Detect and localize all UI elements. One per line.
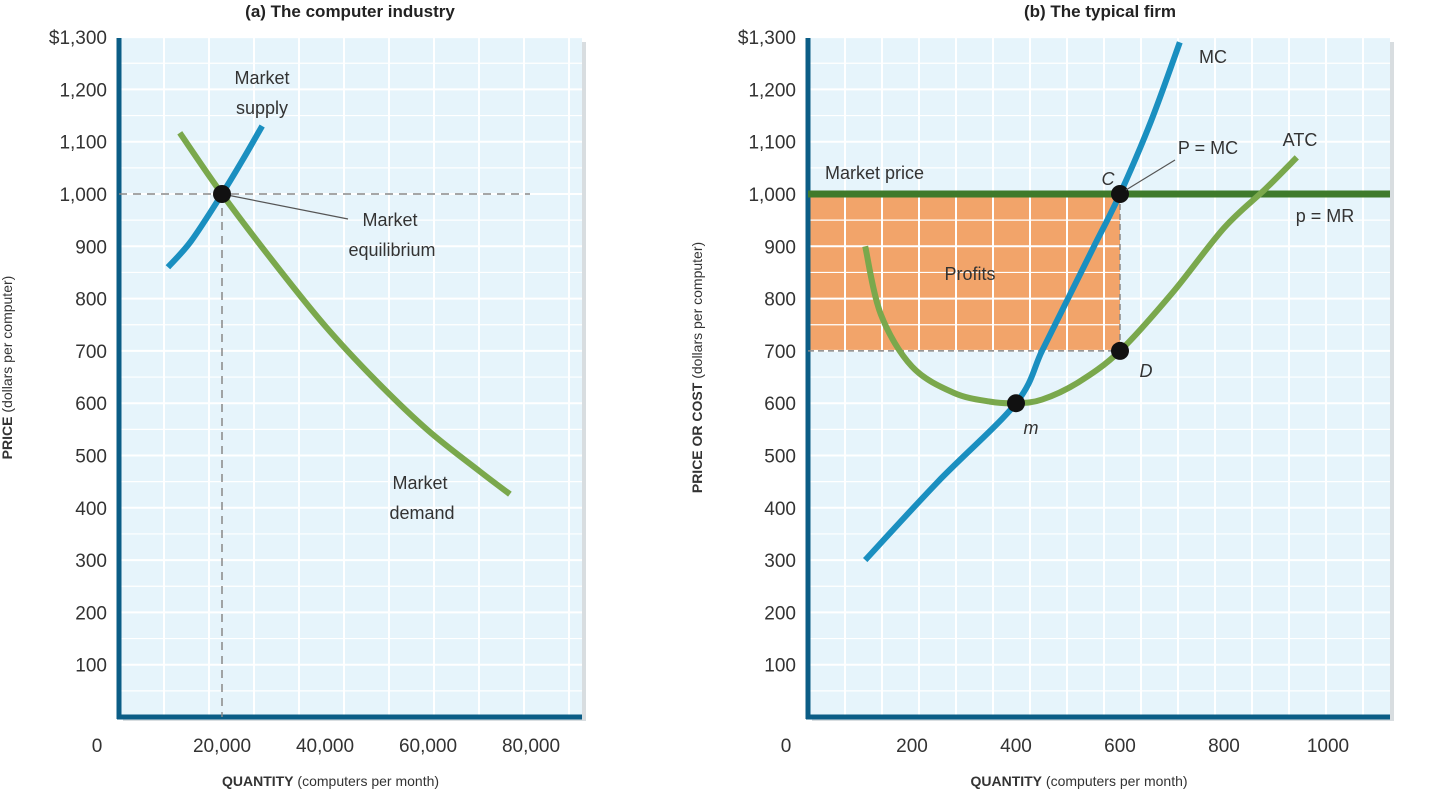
- atc-label: ATC: [1283, 130, 1318, 150]
- mc-label: MC: [1199, 47, 1227, 67]
- point-m-label: m: [1024, 418, 1039, 438]
- x-tick-label: 0: [781, 736, 792, 757]
- y-axis-label-rest: (dollars per computer): [689, 242, 705, 383]
- market-price-label: Market price: [825, 163, 924, 183]
- y-axis-label: PRICE OR COST (dollars per computer): [689, 242, 705, 493]
- y-tick-label: 200: [75, 603, 107, 624]
- x-tick-label: 600: [1104, 736, 1136, 757]
- x-tick-label: 80,000: [502, 736, 560, 757]
- y-tick-label: $1,300: [738, 28, 796, 49]
- x-tick-label: 20,000: [193, 736, 251, 757]
- x-tick-label: 40,000: [296, 736, 354, 757]
- panel-b: (b) The typical firm 100 200 300 400 500 600 70…: [689, 2, 1394, 789]
- mc-curve: [863, 41, 1183, 563]
- x-axis-label: QUANTITY (computers per month): [222, 773, 439, 789]
- y-tick-label: 300: [764, 551, 796, 572]
- x-tick-label: 0: [92, 736, 103, 757]
- y-tick-label: 1,200: [59, 80, 107, 101]
- x-axis-label: QUANTITY (computers per month): [970, 773, 1187, 789]
- equilibrium-leader-line: [221, 193, 349, 220]
- y-axis-label-bold: PRICE: [0, 417, 15, 460]
- y-tick-label: 400: [75, 499, 107, 520]
- point-m: [1007, 394, 1025, 413]
- y-tick-label: 100: [75, 656, 107, 677]
- demand-label-line2: demand: [389, 503, 454, 523]
- point-d-label: D: [1140, 361, 1153, 381]
- demand-label-line1: Market: [392, 473, 447, 493]
- point-c-label: C: [1102, 169, 1116, 189]
- equilibrium-label-line1: Market: [362, 210, 417, 230]
- chart-title: (b) The typical firm: [1024, 2, 1176, 21]
- x-axis-label-rest: (computers per month): [294, 773, 440, 789]
- y-tick-label: 800: [75, 290, 107, 311]
- supply-label-line2: supply: [236, 98, 288, 118]
- p-mr-label: p = MR: [1296, 206, 1355, 226]
- y-tick-label: 900: [75, 237, 107, 258]
- atc-curve: [862, 155, 1299, 407]
- x-tick-label: 400: [1000, 736, 1032, 757]
- y-tick-label: 700: [764, 342, 796, 363]
- x-axis-label-bold: QUANTITY: [970, 773, 1042, 789]
- y-tick-label: 1,000: [59, 185, 107, 206]
- y-tick-label: 700: [75, 342, 107, 363]
- y-tick-label: 100: [764, 656, 796, 677]
- y-tick-label: 1,100: [59, 133, 107, 154]
- x-tick-label: 60,000: [399, 736, 457, 757]
- x-tick-label: 1000: [1307, 736, 1349, 757]
- y-tick-label: 800: [764, 290, 796, 311]
- y-tick-label: 200: [764, 603, 796, 624]
- point-C: [1111, 185, 1129, 203]
- y-tick-label: 400: [764, 499, 796, 520]
- y-tick-label: 600: [75, 394, 107, 415]
- x-tick-label: 200: [896, 736, 928, 757]
- panel-a: (a) The computer industry 100 200 300 400 500…: [0, 2, 586, 789]
- equilibrium-point: [213, 185, 231, 203]
- y-axis-label-rest: (dollars per computer): [0, 276, 15, 417]
- y-tick-label: 1,200: [748, 80, 796, 101]
- equilibrium-label-line2: equilibrium: [348, 240, 435, 260]
- y-tick-label: $1,300: [49, 28, 107, 49]
- y-tick-label: 500: [75, 447, 107, 468]
- point-D: [1111, 341, 1129, 360]
- x-tick-label: 800: [1208, 736, 1240, 757]
- y-tick-label: 900: [764, 237, 796, 258]
- y-axis-label: PRICE (dollars per computer): [0, 276, 15, 460]
- p-mc-leader-line: [1125, 159, 1176, 191]
- y-tick-label: 300: [75, 551, 107, 572]
- chart-title: (a) The computer industry: [245, 2, 455, 21]
- y-tick-label: 600: [764, 394, 796, 415]
- y-tick-label: 500: [764, 447, 796, 468]
- x-axis-label-bold: QUANTITY: [222, 773, 294, 789]
- supply-label-line1: Market: [234, 68, 289, 88]
- y-axis-label-bold: PRICE OR COST: [689, 382, 705, 493]
- y-tick-label: 1,000: [748, 185, 796, 206]
- p-mc-label: P = MC: [1178, 138, 1238, 158]
- y-tick-label: 1,100: [748, 133, 796, 154]
- x-axis-label-rest: (computers per month): [1042, 773, 1188, 789]
- profits-label: Profits: [944, 264, 995, 284]
